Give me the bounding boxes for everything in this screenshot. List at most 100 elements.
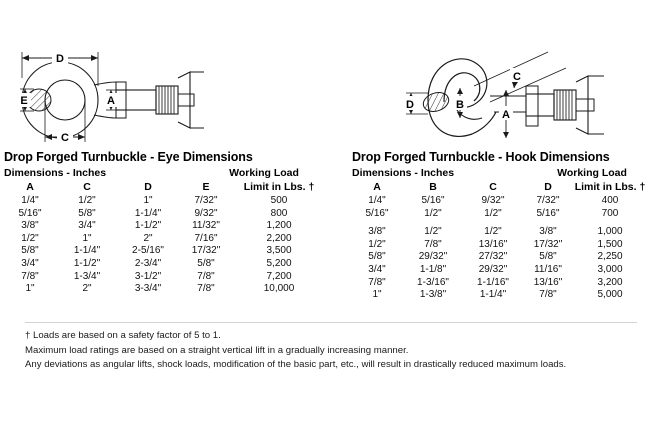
table-cell: 2-3/4" (134, 257, 162, 269)
table-cell: 3,200 (597, 276, 623, 288)
table-row: 3/8" 1/2" 1/2" 3/8" 1,000 (352, 220, 646, 239)
table-row: 1/4" 5/16" 9/32" 7/32" 400 (352, 195, 646, 208)
hook-subhead-working-load: Working Load (557, 167, 627, 179)
table-cell: 7/8" (197, 283, 215, 295)
hook-col-b: B (429, 181, 437, 193)
table-row: 5/16" 5/8" 1-1/4" 9/32" 800 (4, 208, 324, 221)
footnote-line-3: Any deviations as angular lifts, shock l… (25, 359, 567, 370)
table-cell: 1/2" (368, 238, 386, 250)
table-cell: 9/32" (481, 195, 505, 206)
table-cell: 1/2" (78, 195, 96, 206)
table-cell: 1" (25, 283, 35, 295)
table-cell: 13/16" (478, 238, 508, 250)
footnotes-block: † Loads are based on a safety factor of … (25, 322, 637, 373)
eye-subhead-row: Dimensions - Inches Working Load (4, 167, 324, 180)
table-cell: 5/16" (536, 207, 560, 219)
table-row: 7/8" 1-3/4" 3-1/2" 7/8" 7,200 (4, 271, 324, 284)
hook-col-working-load: Limit in Lbs. † (574, 181, 646, 193)
table-cell: 7,200 (266, 270, 292, 282)
table-cell: 5,200 (266, 257, 292, 269)
table-cell: 7/8" (21, 270, 39, 282)
table-cell: 1/4" (21, 195, 39, 206)
table-cell: 17/32" (191, 245, 221, 257)
footnote-line-1: † Loads are based on a safety factor of … (25, 330, 221, 341)
hook-col-a: A (373, 181, 381, 193)
table-row: 1/2" 1" 2" 7/16" 2,200 (4, 233, 324, 246)
hook-section-hatch (422, 92, 450, 112)
table-row: 1" 2" 3-3/4" 7/8" 10,000 (4, 283, 324, 296)
table-cell: 3-1/2" (134, 270, 162, 282)
hook-dim-label-c: C (513, 71, 521, 83)
table-cell: 1" (372, 289, 382, 301)
table-cell: 3/8" (21, 220, 39, 232)
table-cell: 11/16" (534, 263, 562, 275)
hook-table-header-row: A B C D Limit in Lbs. † (352, 180, 646, 195)
eye-subhead-dimensions: Dimensions - Inches (4, 167, 107, 179)
table-cell: 1" (82, 232, 92, 244)
table-row: 3/4" 1-1/2" 2-3/4" 5/8" 5,200 (4, 258, 324, 271)
table-cell: 11/32" (192, 220, 220, 232)
table-cell: 1" (143, 195, 153, 206)
table-cell: 5/8" (197, 257, 215, 269)
hook-subhead-dimensions: Dimensions - Inches (352, 167, 455, 179)
table-cell: 1-3/4" (73, 270, 101, 282)
table-cell: 1/2" (21, 232, 39, 244)
table-cell: 7/16" (194, 232, 218, 244)
eye-col-working-load: Limit in Lbs. † (243, 181, 315, 193)
table-row: 5/8" 29/32" 27/32" 5/8" 2,250 (352, 251, 646, 264)
table-cell: 2-5/16" (132, 245, 164, 257)
eye-dim-label-c: C (61, 132, 69, 144)
eye-subhead-working-load: Working Load (229, 167, 299, 179)
eye-table-header-row: A C D E Limit in Lbs. † (4, 180, 324, 195)
table-cell: 1-1/8" (419, 263, 447, 275)
table-cell: 9/32" (194, 207, 218, 219)
table-cell: 7/8" (197, 270, 215, 282)
footnote-divider (25, 322, 637, 323)
table-cell: 5/16" (421, 195, 445, 206)
table-cell: 1-1/4" (134, 207, 162, 219)
table-cell: 7/8" (368, 276, 386, 288)
table-cell: 17/32" (533, 238, 563, 250)
table-cell: 1/4" (368, 195, 386, 206)
table-cell: 1-1/16" (477, 276, 509, 288)
table-cell: 500 (270, 195, 288, 206)
table-cell: 5/8" (368, 251, 386, 263)
eye-table-title: Drop Forged Turnbuckle - Eye Dimensions (4, 150, 253, 164)
hook-dimensions-table-block: Drop Forged Turnbuckle - Hook Dimensions… (352, 150, 646, 302)
table-cell: 3/4" (21, 257, 39, 269)
hook-dim-label-b: B (456, 99, 464, 111)
eye-col-a: A (26, 181, 34, 193)
table-row: 5/16" 1/2" 1/2" 5/16" 700 (352, 208, 646, 221)
table-cell: 5,000 (597, 289, 623, 301)
table-cell: 3,000 (597, 263, 623, 275)
table-cell: 3/4" (368, 263, 386, 275)
table-cell: 1/2" (424, 226, 442, 238)
table-row: 1/2" 7/8" 13/16" 17/32" 1,500 (352, 239, 646, 252)
eye-dimensions-table-block: Drop Forged Turnbuckle - Eye Dimensions … (4, 150, 324, 296)
table-cell: 10,000 (263, 283, 295, 295)
table-cell: 800 (270, 207, 288, 219)
table-cell: 1-1/2" (134, 220, 162, 232)
eye-col-e: E (202, 181, 210, 193)
table-cell: 2" (82, 283, 92, 295)
table-cell: 13/16" (533, 276, 563, 288)
eye-dimensions-table: A C D E Limit in Lbs. † 1/4" 1/2" 1" 7/32" 5… (4, 180, 324, 296)
table-cell: 1,200 (266, 220, 292, 232)
table-cell: 3/8" (539, 226, 557, 238)
table-row: 5/8" 1-1/4" 2-5/16" 17/32" 3,500 (4, 245, 324, 258)
table-cell: 1-1/4" (479, 289, 507, 301)
table-cell: 1-3/8" (419, 289, 447, 301)
eye-turnbuckle-drawing: D C E A (8, 38, 208, 150)
table-row: 1" 1-3/8" 1-1/4" 7/8" 5,000 (352, 289, 646, 302)
table-cell: 2,250 (597, 251, 623, 263)
table-row: 3/8" 3/4" 1-1/2" 11/32" 1,200 (4, 220, 324, 233)
hook-dim-label-d: D (406, 99, 414, 111)
table-cell: 3-3/4" (134, 283, 162, 295)
eye-dim-label-e: E (20, 95, 27, 107)
hook-table-body: 1/4" 5/16" 9/32" 7/32" 400 5/16" 1/2" 1/2" 5/16"… (352, 195, 646, 302)
table-cell: 1,500 (597, 238, 623, 250)
table-cell: 7/32" (536, 195, 560, 206)
table-cell: 1-3/16" (417, 276, 449, 288)
hook-col-c: C (489, 181, 497, 193)
eye-col-d: D (144, 181, 152, 193)
